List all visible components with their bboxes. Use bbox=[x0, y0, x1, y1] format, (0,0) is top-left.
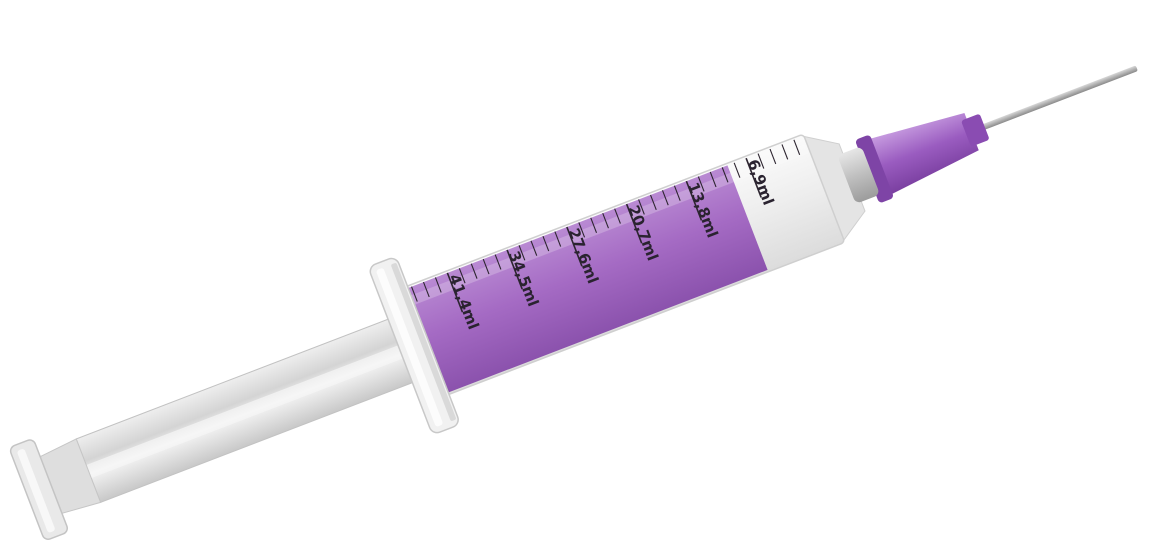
minor-tick bbox=[494, 254, 502, 270]
finger-flange bbox=[369, 257, 459, 434]
minor-tick bbox=[697, 176, 705, 192]
minor-tick bbox=[530, 240, 538, 256]
plunger-rod bbox=[35, 309, 438, 516]
minor-tick bbox=[590, 217, 598, 233]
minor-tick bbox=[757, 153, 765, 169]
minor-tick bbox=[614, 208, 621, 224]
minor-tick bbox=[458, 268, 466, 284]
major-tick bbox=[625, 203, 643, 244]
plunger-thumb-rest bbox=[9, 439, 68, 540]
minor-tick bbox=[781, 144, 789, 160]
minor-tick bbox=[411, 286, 418, 302]
minor-tick bbox=[554, 231, 562, 247]
minor-tick bbox=[470, 263, 478, 279]
major-tick bbox=[446, 272, 464, 313]
needle bbox=[982, 65, 1138, 130]
minor-tick bbox=[518, 245, 526, 261]
minor-tick bbox=[638, 199, 645, 215]
minor-tick bbox=[602, 213, 609, 229]
minor-tick bbox=[721, 167, 729, 183]
major-tick bbox=[685, 180, 703, 221]
minor-tick bbox=[673, 185, 681, 201]
minor-tick bbox=[733, 162, 741, 178]
minor-tick bbox=[578, 222, 586, 238]
scale-ticks bbox=[411, 139, 801, 313]
minor-tick bbox=[661, 190, 669, 206]
liquid-fill bbox=[402, 165, 768, 395]
needle-hub bbox=[856, 112, 989, 203]
minor-tick bbox=[709, 171, 717, 188]
minor-tick bbox=[422, 281, 430, 298]
minor-tick bbox=[542, 235, 550, 252]
minor-tick bbox=[650, 194, 657, 211]
minor-tick bbox=[482, 258, 490, 275]
minor-tick bbox=[434, 277, 442, 293]
major-tick bbox=[745, 157, 762, 198]
minor-tick bbox=[793, 139, 801, 155]
major-tick bbox=[566, 226, 583, 267]
major-tick bbox=[506, 249, 523, 290]
minor-tick bbox=[769, 148, 777, 165]
